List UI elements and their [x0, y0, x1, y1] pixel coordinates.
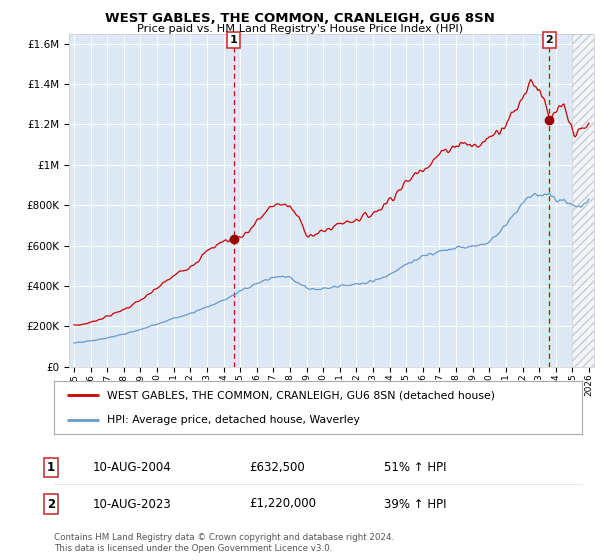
Bar	[572, 34, 594, 367]
Text: 39% ↑ HPI: 39% ↑ HPI	[384, 497, 446, 511]
Text: WEST GABLES, THE COMMON, CRANLEIGH, GU6 8SN (detached house): WEST GABLES, THE COMMON, CRANLEIGH, GU6 …	[107, 390, 495, 400]
Text: 1: 1	[47, 461, 55, 474]
Bar	[572, 34, 594, 367]
Text: 10-AUG-2004: 10-AUG-2004	[93, 461, 172, 474]
Text: WEST GABLES, THE COMMON, CRANLEIGH, GU6 8SN: WEST GABLES, THE COMMON, CRANLEIGH, GU6 …	[105, 12, 495, 25]
Text: 51% ↑ HPI: 51% ↑ HPI	[384, 461, 446, 474]
Text: HPI: Average price, detached house, Waverley: HPI: Average price, detached house, Wave…	[107, 414, 359, 424]
Text: 1: 1	[230, 35, 238, 45]
Text: £632,500: £632,500	[249, 461, 305, 474]
Text: Contains HM Land Registry data © Crown copyright and database right 2024.
This d: Contains HM Land Registry data © Crown c…	[54, 533, 394, 553]
Text: £1,220,000: £1,220,000	[249, 497, 316, 511]
Text: 10-AUG-2023: 10-AUG-2023	[93, 497, 172, 511]
Text: 2: 2	[545, 35, 553, 45]
Text: 2: 2	[47, 497, 55, 511]
Text: Price paid vs. HM Land Registry's House Price Index (HPI): Price paid vs. HM Land Registry's House …	[137, 24, 463, 34]
